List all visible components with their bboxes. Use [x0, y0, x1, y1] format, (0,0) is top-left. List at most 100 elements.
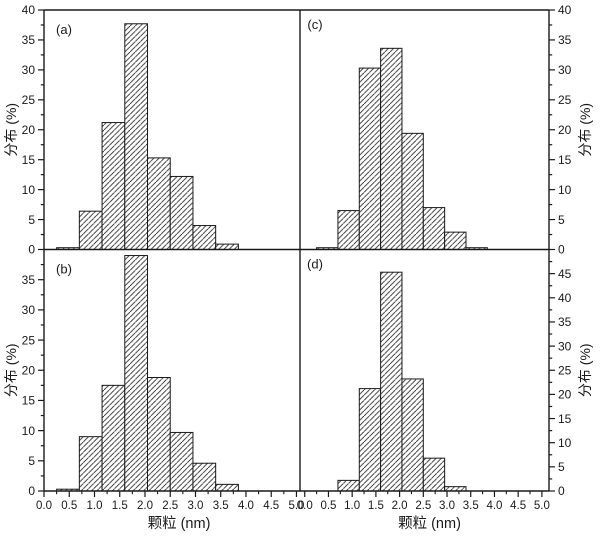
y-tick-label: 5	[28, 213, 35, 227]
x-tick-label: 4.5	[510, 500, 526, 512]
y-tick-label: 25	[22, 93, 36, 107]
y-tick-label: 0	[28, 243, 35, 257]
histogram-bar	[215, 483, 239, 492]
y-tick-label: 45	[558, 267, 572, 281]
panel-c-bars	[316, 47, 488, 250]
histogram-bar	[101, 384, 126, 492]
histogram-bar	[192, 462, 217, 492]
x-tick-label: 2.5	[162, 500, 178, 512]
x-tick-label: 2.0	[392, 500, 408, 512]
x-tick-label: 2.0	[137, 500, 153, 512]
y-tick-label: 25	[558, 363, 572, 377]
panel-b-x-axis: 0.0 0.5 1.0 1.5 2.0 2.5 3.0 3.5 4.0 4.5 5.0	[36, 491, 304, 512]
histogram-bar	[215, 243, 239, 251]
x-tick-label: 3.5	[463, 500, 479, 512]
histogram-bar	[78, 436, 103, 492]
y-tick-label: 15	[22, 153, 36, 167]
y-tick-label: 10	[558, 183, 572, 197]
histogram-bar	[169, 175, 194, 250]
x-tick-label: 4.0	[238, 500, 254, 512]
y-tick-label: 30	[22, 63, 36, 77]
x-tick-label: 0.0	[297, 500, 313, 512]
y-tick-label: 20	[558, 388, 572, 402]
y-axis-title-b: 分布 (%)	[3, 343, 19, 397]
y-tick-label: 30	[22, 303, 36, 317]
panel-c-y-axis: 0 5 10 15 20 25 30 35 40	[549, 3, 572, 257]
x-tick-label: 2.5	[415, 500, 431, 512]
y-tick-label: 40	[22, 3, 36, 17]
histogram-bar	[358, 67, 382, 250]
y-tick-label: 20	[558, 123, 572, 137]
y-tick-label: 25	[558, 93, 572, 107]
histogram-bar	[422, 457, 446, 492]
x-tick-label: 4.5	[263, 500, 279, 512]
y-tick-label: 0	[28, 484, 35, 498]
x-tick-label: 5.0	[288, 500, 304, 512]
panel-label-d: (d)	[307, 257, 323, 272]
y-axis-title-d: 分布 (%)	[577, 343, 593, 397]
y-tick-label: 5	[28, 454, 35, 468]
x-tick-label: 3.5	[213, 500, 229, 512]
x-tick-label: 1.5	[368, 500, 384, 512]
y-axis-title-c: 分布 (%)	[577, 103, 593, 157]
histogram-bar	[192, 225, 217, 251]
panel-label-b: (b)	[56, 262, 72, 277]
histogram-bar	[147, 377, 171, 492]
histogram-bar	[422, 207, 446, 250]
panel-a-bars	[56, 23, 239, 251]
y-tick-label: 25	[22, 333, 36, 347]
x-tick-label: 1.0	[86, 500, 102, 512]
y-tick-label: 35	[558, 33, 572, 47]
panel-d-x-axis: 0.0 0.5 1.0 1.5 2.0 2.5 3.0 3.5 4.0 4.5 5.0	[297, 491, 550, 512]
panel-b-bars	[56, 255, 239, 492]
y-tick-label: 15	[22, 394, 36, 408]
y-tick-label: 30	[558, 339, 572, 353]
figure-frame	[43, 9, 550, 492]
y-tick-label: 35	[22, 273, 36, 287]
y-tick-label: 40	[558, 291, 572, 305]
x-tick-label: 5.0	[534, 500, 550, 512]
histogram-bar	[380, 47, 403, 250]
histogram-bar	[124, 23, 149, 250]
x-tick-label: 0.0	[36, 500, 52, 512]
y-tick-label: 35	[558, 315, 572, 329]
panel-d-y-axis: 0 5 10 15 20 25 30 35 40 45	[549, 260, 572, 498]
y-tick-label: 35	[22, 33, 36, 47]
x-tick-label: 3.0	[187, 500, 203, 512]
y-tick-label: 10	[22, 424, 36, 438]
histogram-bar	[101, 122, 126, 250]
panel-d-bars	[337, 271, 467, 492]
panel-c: 0 5 10 15 20 25 30 35 40 分布 (%) (c)	[307, 3, 593, 257]
y-tick-label: 10	[22, 183, 36, 197]
y-tick-label: 0	[558, 484, 565, 498]
y-tick-label: 20	[22, 363, 36, 377]
y-tick-label: 10	[558, 436, 572, 450]
histogram-bar	[401, 378, 424, 492]
y-tick-label: 20	[22, 123, 36, 137]
panel-a: 0 5 10 15 20 25 30 35 40 分布 (%) (a)	[3, 3, 239, 257]
y-axis-title-a: 分布 (%)	[3, 103, 19, 157]
x-axis-title-d: 颗粒 (nm)	[398, 515, 461, 532]
histogram-bar	[147, 157, 171, 250]
histogram-bar	[124, 255, 149, 492]
histogram-bar	[380, 271, 403, 492]
histogram-bar	[337, 479, 360, 492]
panel-label-c: (c)	[307, 17, 322, 32]
x-tick-label: 0.5	[61, 500, 77, 512]
histogram-bar	[78, 210, 103, 250]
y-tick-label: 0	[558, 243, 565, 257]
panel-a-y-axis: 0 5 10 15 20 25 30 35 40	[22, 3, 44, 257]
y-tick-label: 5	[558, 460, 565, 474]
x-tick-label: 0.5	[320, 500, 336, 512]
histogram-bar	[337, 210, 360, 250]
y-tick-label: 40	[558, 3, 572, 17]
x-tick-label: 3.0	[439, 500, 455, 512]
histogram-bar	[358, 388, 382, 492]
panel-d: 0 5 10 15 20 25 30 35 40 45 0.0 0.5 1.0 1.5 2.0 2.5 3.0 3…	[297, 257, 593, 533]
panel-label-a: (a)	[56, 22, 72, 37]
x-axis-title-b: 颗粒 (nm)	[148, 515, 211, 532]
y-tick-label: 30	[558, 63, 572, 77]
y-tick-label: 5	[558, 213, 565, 227]
